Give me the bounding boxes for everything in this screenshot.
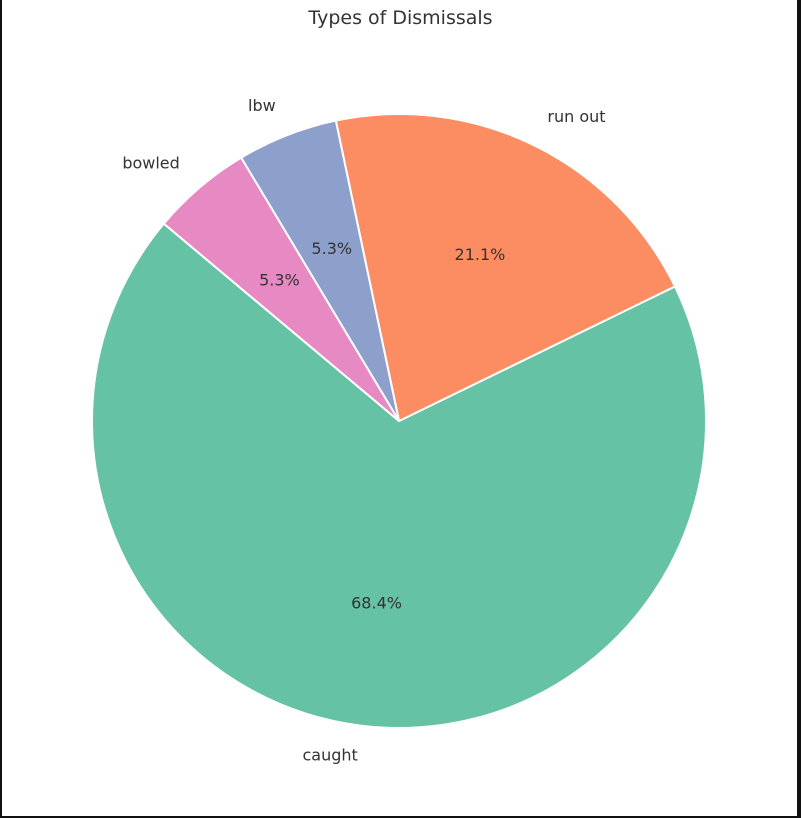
slice-label-run-out: run out [547,107,605,126]
slice-percent-bowled: 5.3% [259,270,300,289]
pie-slice-bowled [162,156,400,422]
slice-label-bowled: bowled [122,154,179,173]
slice-percent-caught: 68.4% [351,593,402,612]
slice-percent-lbw: 5.3% [311,239,352,258]
pie-slice-run-out [334,113,676,422]
slice-label-lbw: lbw [248,96,276,115]
chart-title: Types of Dismissals [308,7,493,29]
pie-slice-caught [91,222,707,729]
slice-label-caught: caught [303,746,358,765]
slice-percent-run-out: 21.1% [455,245,506,264]
